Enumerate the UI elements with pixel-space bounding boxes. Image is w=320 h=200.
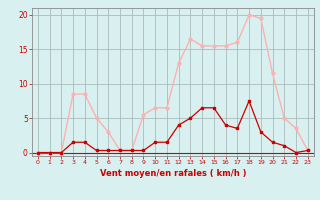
X-axis label: Vent moyen/en rafales ( km/h ): Vent moyen/en rafales ( km/h ) [100, 169, 246, 178]
